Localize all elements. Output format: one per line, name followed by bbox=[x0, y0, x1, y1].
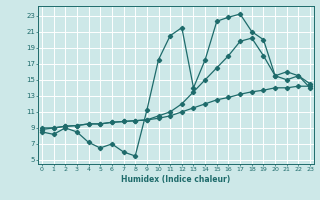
X-axis label: Humidex (Indice chaleur): Humidex (Indice chaleur) bbox=[121, 175, 231, 184]
